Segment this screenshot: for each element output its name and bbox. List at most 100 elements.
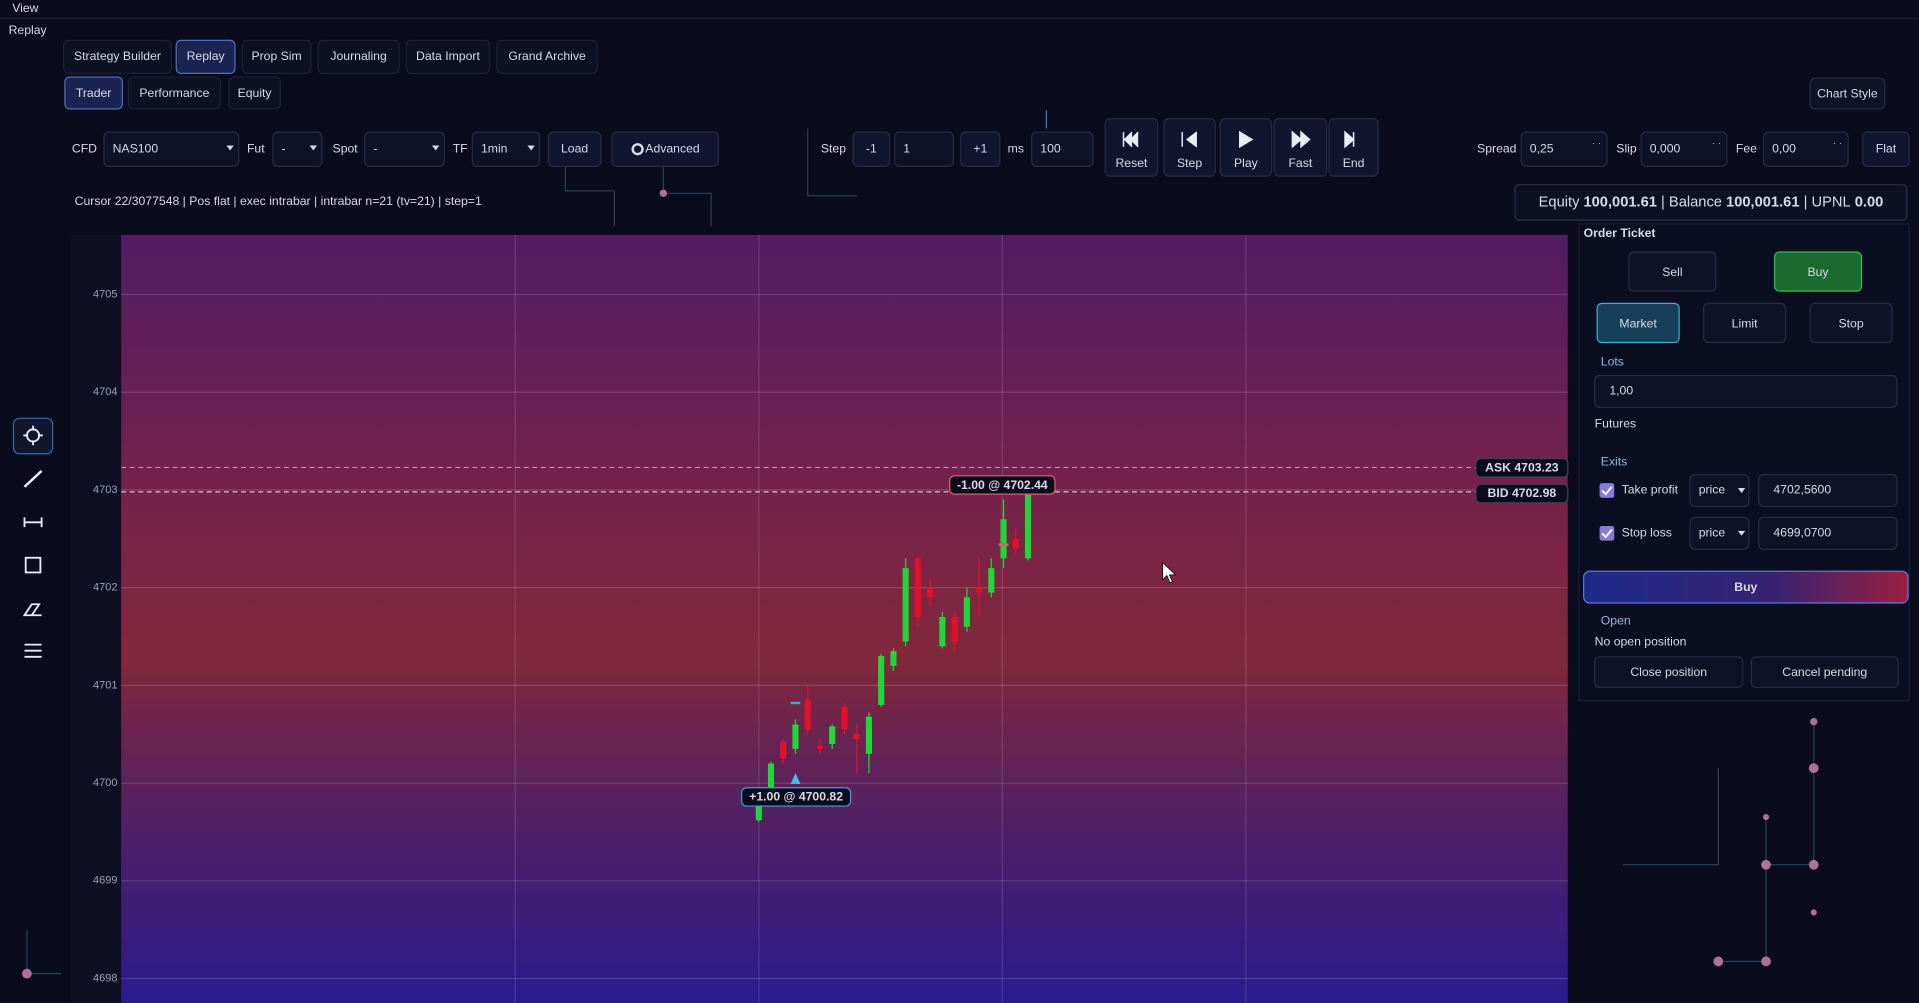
bid-label-box [1475,483,1569,504]
transport-label: Reset [1115,156,1148,170]
action-button[interactable] [1594,656,1744,689]
transport-button[interactable] [1328,118,1379,177]
button[interactable] [611,131,720,167]
tool-line[interactable] [23,470,43,488]
tab[interactable] [317,39,400,75]
side-button[interactable] [1628,251,1717,292]
exit-input[interactable] [1758,516,1898,550]
transport-icon [1344,130,1355,149]
tool-crosshair[interactable] [12,417,54,455]
field-label: Spread [1477,141,1517,155]
button[interactable] [547,131,602,167]
price-value: 4702.98 [1512,486,1556,500]
gear-icon [631,143,644,156]
action-button[interactable] [1750,656,1899,689]
candle-body [804,700,811,730]
order-type-button[interactable] [1596,302,1680,344]
exit-label: Stop loss [1622,526,1672,540]
spinner: ˙ ˙ [1712,143,1721,154]
subtab-label: Trader [76,86,112,100]
chart-style-button[interactable] [1809,77,1886,110]
tool-icon [23,425,43,446]
tab[interactable] [241,39,312,75]
button[interactable] [960,131,1001,167]
lots-input[interactable] [1594,374,1898,408]
tab[interactable] [496,39,598,75]
section-label: Lots [1601,354,1624,368]
tool-eraser[interactable] [22,603,42,617]
subtab[interactable] [127,76,221,110]
input[interactable] [364,131,445,167]
input[interactable] [1640,131,1728,167]
tool-list[interactable] [24,643,42,658]
button[interactable] [852,131,891,167]
menu-item[interactable]: Replay [9,23,48,37]
field-label: Step [821,141,846,155]
tab[interactable] [175,39,236,75]
price-side: ASK [1485,461,1511,475]
subtab[interactable] [64,76,123,110]
tool-measure[interactable] [23,517,43,528]
select-value: price [1699,483,1726,497]
input[interactable] [471,131,541,167]
order-panel [1578,223,1910,702]
trade-label-box [949,475,1056,495]
input[interactable] [103,131,240,167]
account-box [1514,184,1908,221]
input-value: 100 [1040,141,1061,155]
tab-label: Strategy Builder [74,49,161,63]
equity-value: 100,001.61 [1583,194,1656,210]
equity-label: Equity [1539,194,1580,210]
spinner: ˙ ˙ [1833,143,1842,154]
plot-area [121,234,1568,1003]
transport-button[interactable] [1219,118,1273,177]
dropdown-arrow [527,145,535,151]
input[interactable] [1762,131,1849,167]
order-type-button[interactable] [1702,302,1787,344]
transport-button[interactable] [1104,118,1159,177]
order-type-button[interactable] [1809,302,1893,344]
upnl-label: UPNL [1811,194,1850,210]
submit-button[interactable] [1583,570,1909,604]
ask-label: ASK 4703.23 [1485,461,1559,475]
mode-select[interactable] [1689,473,1750,508]
subtab[interactable] [228,76,281,110]
button[interactable] [1862,131,1910,167]
instrument-label: Futures [1595,417,1636,431]
button-label: Stop [1839,316,1864,330]
checkbox[interactable] [1599,483,1615,498]
menu-item[interactable]: View [12,1,38,15]
candle-body [829,726,836,745]
exit-input[interactable] [1758,473,1898,508]
dropdown-arrow [1737,530,1746,536]
candle-body [976,587,983,593]
checkbox[interactable] [1599,525,1615,541]
button-label: Advanced [645,141,700,155]
ask-label-box [1475,458,1569,478]
side-button[interactable] [1773,251,1863,292]
input[interactable] [1031,131,1094,167]
y-tick-label: 4699 [93,875,117,887]
tool-rect[interactable] [24,556,42,574]
transport-button[interactable] [1163,118,1216,177]
button-label: Flat [1876,141,1897,155]
candle-body [914,558,921,617]
candle-body [816,745,824,749]
subtab-label: Performance [139,86,209,100]
input[interactable] [272,131,323,167]
axis-panel [70,234,122,1003]
mode-select[interactable] [1689,516,1750,550]
input[interactable] [1520,131,1608,167]
candle-body [841,706,848,730]
upnl-value: 0.00 [1855,194,1884,210]
cursor [1162,561,1177,584]
transport-label: Play [1234,156,1259,170]
tab[interactable] [405,39,491,75]
input[interactable] [894,131,954,167]
transport-icon [1122,131,1139,148]
subtab-label: Equity [238,86,273,100]
button-label: Buy [1807,265,1829,279]
tab[interactable] [63,39,172,75]
candle-body [767,763,775,791]
tab-label: Replay [187,49,226,63]
